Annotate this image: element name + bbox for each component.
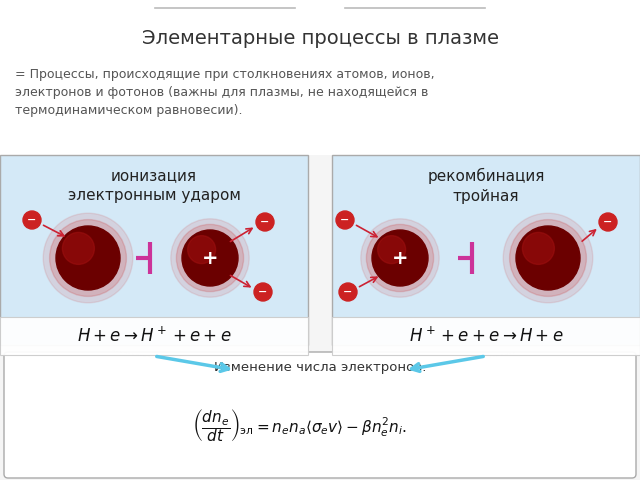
Text: −: − [340, 215, 349, 225]
Text: −: − [604, 217, 612, 227]
Text: Элементарные процессы в плазме: Элементарные процессы в плазме [141, 28, 499, 48]
Text: +: + [202, 249, 218, 267]
Text: −: − [260, 217, 269, 227]
Circle shape [361, 219, 439, 297]
Circle shape [43, 213, 133, 303]
Text: ионизация
электронным ударом: ионизация электронным ударом [68, 168, 241, 203]
Circle shape [503, 213, 593, 303]
Circle shape [171, 219, 249, 297]
Text: $H + e \rightarrow H^+ + e + e$: $H + e \rightarrow H^+ + e + e$ [77, 326, 231, 346]
Text: −: − [259, 287, 268, 297]
Circle shape [336, 211, 354, 229]
FancyBboxPatch shape [4, 352, 636, 478]
Text: рекомбинация
тройная: рекомбинация тройная [428, 168, 545, 204]
Circle shape [188, 236, 216, 264]
Text: +: + [392, 249, 408, 267]
Circle shape [366, 225, 434, 291]
FancyBboxPatch shape [332, 317, 640, 355]
Circle shape [599, 213, 617, 231]
Text: −: − [343, 287, 353, 297]
FancyBboxPatch shape [0, 0, 640, 155]
Circle shape [177, 225, 244, 291]
FancyBboxPatch shape [0, 317, 308, 355]
Circle shape [372, 230, 428, 286]
Circle shape [522, 232, 554, 264]
Circle shape [516, 226, 580, 290]
Circle shape [50, 220, 127, 296]
Text: −: − [28, 215, 36, 225]
Circle shape [254, 283, 272, 301]
Text: = Процессы, происходящие при столкновениях атомов, ионов,
электронов и фотонов (: = Процессы, происходящие при столкновени… [15, 68, 435, 117]
FancyBboxPatch shape [332, 155, 640, 345]
Circle shape [23, 211, 41, 229]
Circle shape [56, 226, 120, 290]
Circle shape [63, 232, 95, 264]
Circle shape [378, 236, 406, 264]
Circle shape [256, 213, 274, 231]
Text: $\left(\dfrac{dn_e}{dt}\right)_{\mathregular{эл}} = n_e n_a \langle \sigma_e v \: $\left(\dfrac{dn_e}{dt}\right)_{\mathreg… [193, 407, 408, 444]
Circle shape [182, 230, 238, 286]
FancyBboxPatch shape [0, 155, 308, 345]
Text: $H^+ + e + e \rightarrow H + e$: $H^+ + e + e \rightarrow H + e$ [409, 326, 563, 346]
Circle shape [509, 220, 586, 296]
Text: Изменение числа электронов:: Изменение числа электронов: [214, 361, 426, 374]
Circle shape [339, 283, 357, 301]
